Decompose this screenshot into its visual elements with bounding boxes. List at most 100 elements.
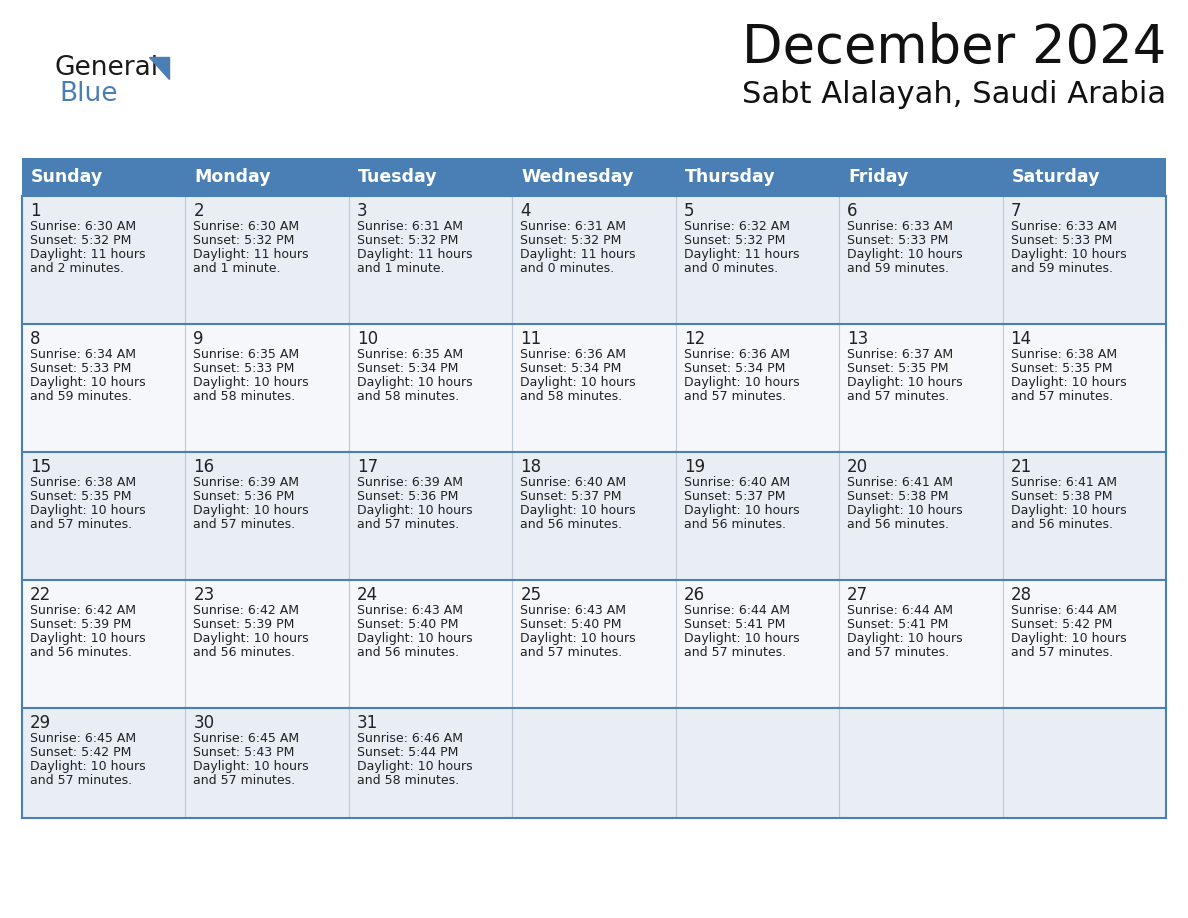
Bar (839, 708, 1003, 818)
Text: Sunrise: 6:31 AM: Sunrise: 6:31 AM (356, 220, 463, 233)
Text: Wednesday: Wednesday (522, 168, 633, 186)
Text: Sunrise: 6:31 AM: Sunrise: 6:31 AM (520, 220, 626, 233)
Text: General: General (55, 55, 159, 81)
Text: Sunset: 5:37 PM: Sunset: 5:37 PM (520, 490, 621, 503)
Text: December 2024: December 2024 (741, 22, 1165, 74)
Text: and 56 minutes.: and 56 minutes. (194, 646, 296, 659)
Text: Sunrise: 6:39 AM: Sunrise: 6:39 AM (356, 476, 463, 489)
Text: 6: 6 (847, 202, 858, 220)
Text: Sunset: 5:38 PM: Sunset: 5:38 PM (847, 490, 949, 503)
Text: Sunrise: 6:42 AM: Sunrise: 6:42 AM (194, 604, 299, 617)
Text: Sunset: 5:34 PM: Sunset: 5:34 PM (356, 362, 459, 375)
Text: Daylight: 10 hours: Daylight: 10 hours (194, 632, 309, 645)
Bar (349, 196, 512, 324)
Text: Thursday: Thursday (684, 168, 776, 186)
Bar (676, 196, 839, 324)
Text: Sunset: 5:34 PM: Sunset: 5:34 PM (520, 362, 621, 375)
Text: Daylight: 11 hours: Daylight: 11 hours (356, 248, 473, 261)
Text: Daylight: 10 hours: Daylight: 10 hours (356, 504, 473, 517)
Text: Daylight: 11 hours: Daylight: 11 hours (520, 248, 636, 261)
Text: Friday: Friday (848, 168, 909, 186)
Text: and 57 minutes.: and 57 minutes. (356, 518, 459, 531)
Text: Sunset: 5:32 PM: Sunset: 5:32 PM (194, 234, 295, 247)
Text: Daylight: 10 hours: Daylight: 10 hours (356, 632, 473, 645)
Text: Daylight: 10 hours: Daylight: 10 hours (30, 632, 146, 645)
Bar (23, 708, 185, 818)
Text: 8: 8 (30, 330, 40, 348)
Text: and 57 minutes.: and 57 minutes. (30, 518, 132, 531)
Text: Sunset: 5:32 PM: Sunset: 5:32 PM (30, 234, 132, 247)
Text: 23: 23 (194, 586, 215, 604)
Text: Monday: Monday (195, 168, 271, 186)
Text: and 1 minute.: and 1 minute. (356, 262, 444, 275)
Text: Sunset: 5:35 PM: Sunset: 5:35 PM (30, 490, 132, 503)
Text: Sunrise: 6:44 AM: Sunrise: 6:44 AM (684, 604, 790, 617)
Text: Sunset: 5:43 PM: Sunset: 5:43 PM (194, 746, 295, 759)
Text: and 57 minutes.: and 57 minutes. (847, 390, 949, 403)
Text: and 0 minutes.: and 0 minutes. (520, 262, 614, 275)
Text: Sunrise: 6:41 AM: Sunrise: 6:41 AM (1011, 476, 1117, 489)
Text: 22: 22 (30, 586, 51, 604)
Text: and 56 minutes.: and 56 minutes. (30, 646, 132, 659)
Bar (349, 708, 512, 818)
Text: 9: 9 (194, 330, 204, 348)
Text: Daylight: 10 hours: Daylight: 10 hours (1011, 632, 1126, 645)
Text: Daylight: 10 hours: Daylight: 10 hours (520, 632, 636, 645)
Text: and 56 minutes.: and 56 minutes. (520, 518, 623, 531)
Text: Saturday: Saturday (1011, 168, 1100, 186)
Text: and 58 minutes.: and 58 minutes. (356, 774, 459, 787)
Text: Daylight: 10 hours: Daylight: 10 hours (684, 632, 800, 645)
Text: Daylight: 10 hours: Daylight: 10 hours (847, 376, 962, 389)
Text: 21: 21 (1011, 458, 1032, 476)
Bar (512, 196, 676, 324)
Text: Sunrise: 6:36 AM: Sunrise: 6:36 AM (520, 348, 626, 361)
Text: Sunday: Sunday (31, 168, 103, 186)
Text: Sunrise: 6:35 AM: Sunrise: 6:35 AM (356, 348, 463, 361)
Text: Sunset: 5:42 PM: Sunset: 5:42 PM (1011, 618, 1112, 631)
Bar (839, 158, 1003, 196)
Text: Sunrise: 6:37 AM: Sunrise: 6:37 AM (847, 348, 953, 361)
Text: 2: 2 (194, 202, 204, 220)
Text: and 56 minutes.: and 56 minutes. (356, 646, 459, 659)
Bar (185, 196, 349, 324)
Text: Sabt Alalayah, Saudi Arabia: Sabt Alalayah, Saudi Arabia (741, 80, 1165, 109)
Text: Daylight: 10 hours: Daylight: 10 hours (520, 504, 636, 517)
Text: and 59 minutes.: and 59 minutes. (1011, 262, 1113, 275)
Text: Sunrise: 6:33 AM: Sunrise: 6:33 AM (847, 220, 953, 233)
Text: Sunrise: 6:45 AM: Sunrise: 6:45 AM (194, 732, 299, 745)
Text: and 0 minutes.: and 0 minutes. (684, 262, 778, 275)
Text: Daylight: 10 hours: Daylight: 10 hours (30, 760, 146, 773)
Text: Sunrise: 6:43 AM: Sunrise: 6:43 AM (520, 604, 626, 617)
Text: Daylight: 10 hours: Daylight: 10 hours (847, 504, 962, 517)
Text: Daylight: 10 hours: Daylight: 10 hours (1011, 248, 1126, 261)
Text: Sunset: 5:35 PM: Sunset: 5:35 PM (1011, 362, 1112, 375)
Text: Daylight: 10 hours: Daylight: 10 hours (356, 376, 473, 389)
Text: and 57 minutes.: and 57 minutes. (684, 646, 785, 659)
Text: and 2 minutes.: and 2 minutes. (30, 262, 124, 275)
Text: Sunset: 5:33 PM: Sunset: 5:33 PM (194, 362, 295, 375)
Bar (839, 452, 1003, 580)
Bar (512, 452, 676, 580)
Text: Daylight: 10 hours: Daylight: 10 hours (30, 504, 146, 517)
Bar (23, 452, 185, 580)
Text: Sunrise: 6:32 AM: Sunrise: 6:32 AM (684, 220, 790, 233)
Bar (512, 158, 676, 196)
Text: and 59 minutes.: and 59 minutes. (30, 390, 132, 403)
Text: and 58 minutes.: and 58 minutes. (194, 390, 296, 403)
Text: 30: 30 (194, 714, 215, 732)
Text: 31: 31 (356, 714, 378, 732)
Text: 29: 29 (30, 714, 51, 732)
Polygon shape (148, 57, 169, 79)
Text: 15: 15 (30, 458, 51, 476)
Text: Sunrise: 6:44 AM: Sunrise: 6:44 AM (847, 604, 953, 617)
Text: Sunrise: 6:34 AM: Sunrise: 6:34 AM (30, 348, 135, 361)
Text: 20: 20 (847, 458, 868, 476)
Text: Sunrise: 6:30 AM: Sunrise: 6:30 AM (194, 220, 299, 233)
Text: Sunrise: 6:44 AM: Sunrise: 6:44 AM (1011, 604, 1117, 617)
Text: and 57 minutes.: and 57 minutes. (30, 774, 132, 787)
Bar (23, 196, 185, 324)
Text: and 56 minutes.: and 56 minutes. (1011, 518, 1113, 531)
Text: 12: 12 (684, 330, 704, 348)
Text: and 58 minutes.: and 58 minutes. (520, 390, 623, 403)
Text: 19: 19 (684, 458, 704, 476)
